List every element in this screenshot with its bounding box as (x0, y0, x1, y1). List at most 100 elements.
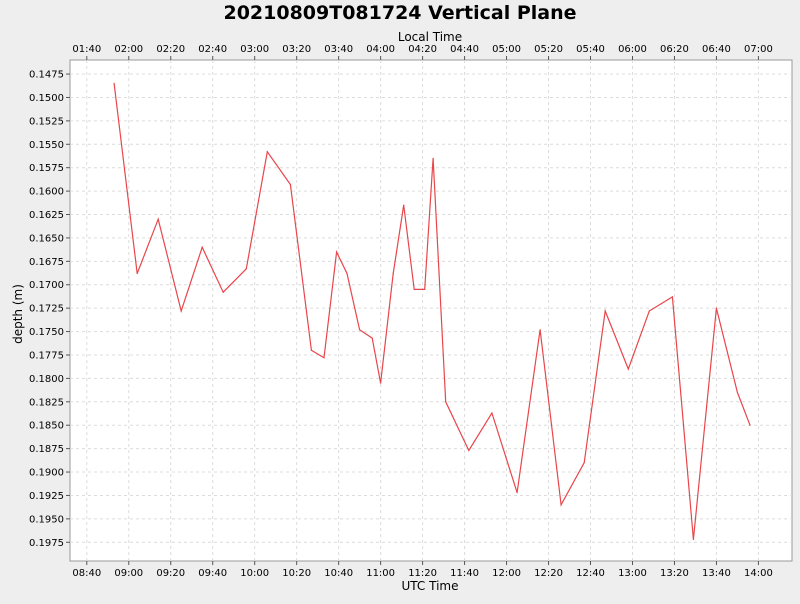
data-point (648, 310, 650, 312)
data-point (392, 272, 394, 275)
series-line (113, 83, 751, 540)
top-tick-label: 02:40 (198, 44, 227, 55)
x-tick-label: 12:40 (576, 568, 605, 579)
data-point (715, 307, 718, 309)
chart-title: 20210809T081724 Vertical Plane (223, 2, 576, 24)
data-point (403, 204, 405, 206)
top-axis-label: Local Time (398, 30, 462, 44)
data-point (371, 337, 373, 339)
y-tick-label: 0.1800 (29, 374, 64, 385)
x-tick-label: 11:40 (450, 568, 479, 579)
data-point (310, 349, 312, 351)
y-tick-label: 0.1750 (29, 327, 64, 338)
data-point (289, 183, 291, 186)
data-point (583, 462, 585, 464)
x-tick-label: 11:20 (408, 568, 437, 579)
top-tick-label: 05:40 (576, 44, 605, 55)
y-tick-label: 0.1550 (29, 140, 64, 151)
top-tick-label: 03:40 (324, 44, 353, 55)
x-tick-label: 12:00 (492, 568, 521, 579)
data-point (749, 424, 751, 426)
top-tick-label: 01:40 (72, 44, 101, 55)
y-tick-label: 0.1975 (29, 538, 64, 549)
x-tick-label: 13:20 (660, 568, 689, 579)
data-point (380, 382, 382, 384)
data-point (491, 412, 493, 414)
data-point (201, 246, 203, 248)
y-tick-label: 0.1850 (29, 421, 64, 432)
data-point (413, 288, 415, 291)
data-point (323, 357, 325, 359)
data-point (113, 82, 115, 85)
x-tick-label: 13:00 (618, 568, 647, 579)
axes: 08:40 01:40 09:00 02:00 09:20 02:20 09:40 02:40… (29, 44, 773, 579)
y-tick-label: 0.1575 (29, 163, 64, 174)
y-tick-label: 0.1875 (29, 444, 64, 455)
y-tick-label: 0.1675 (29, 257, 64, 268)
data-point (180, 310, 182, 312)
top-tick-label: 05:20 (534, 44, 563, 55)
data-point (245, 268, 247, 270)
y-tick-label: 0.1625 (29, 210, 64, 221)
top-tick-label: 04:20 (408, 44, 437, 55)
data-point (432, 157, 434, 159)
x-tick-label: 13:40 (702, 568, 731, 579)
top-tick-label: 04:00 (366, 44, 395, 55)
top-tick-label: 04:40 (450, 44, 479, 55)
data-point (445, 401, 447, 403)
y-tick-label: 0.1650 (29, 233, 64, 244)
data-point (692, 538, 694, 541)
data-point (346, 272, 348, 275)
data-point (468, 449, 470, 452)
x-tick-label: 08:40 (72, 568, 101, 579)
y-tick-label: 0.1950 (29, 514, 64, 525)
data-point (539, 329, 541, 331)
data-point (136, 272, 138, 275)
top-tick-label: 02:00 (114, 44, 143, 55)
y-tick-label: 0.1600 (29, 187, 64, 198)
y-axis-label: depth (m) (11, 284, 25, 344)
top-tick-label: 05:00 (492, 44, 521, 55)
y-tick-label: 0.1925 (29, 491, 64, 502)
grid (70, 60, 792, 561)
y-tick-label: 0.1525 (29, 116, 64, 127)
top-tick-label: 03:20 (282, 44, 311, 55)
top-tick-label: 06:20 (660, 44, 689, 55)
data-point (424, 288, 426, 291)
data-point (671, 296, 673, 298)
data-point (516, 492, 518, 494)
data-point (627, 368, 629, 370)
y-tick-label: 0.1825 (29, 397, 64, 408)
y-tick-label: 0.1900 (29, 468, 64, 479)
data-point (560, 504, 562, 506)
y-tick-label: 0.1775 (29, 350, 64, 361)
x-tick-label: 09:20 (156, 568, 185, 579)
y-tick-label: 0.1725 (29, 304, 64, 315)
top-tick-label: 06:00 (618, 44, 647, 55)
series-layer (113, 82, 751, 541)
y-tick-label: 0.1500 (29, 93, 64, 104)
x-tick-label: 09:40 (198, 568, 227, 579)
x-tick-label: 10:40 (324, 568, 353, 579)
x-tick-label: 12:20 (534, 568, 563, 579)
x-tick-label: 10:20 (282, 568, 311, 579)
top-tick-label: 07:00 (744, 44, 773, 55)
top-tick-label: 03:00 (240, 44, 269, 55)
x-tick-label: 10:00 (240, 568, 269, 579)
y-tick-label: 0.1475 (29, 70, 64, 81)
x-tick-label: 14:00 (744, 568, 773, 579)
x-axis-label: UTC Time (402, 579, 459, 593)
data-point (736, 391, 739, 394)
data-point (266, 151, 268, 153)
top-tick-label: 02:20 (156, 44, 185, 55)
x-tick-label: 09:00 (114, 568, 143, 579)
plot-area (69, 59, 793, 562)
data-point (359, 329, 361, 331)
y-tick-label: 0.1700 (29, 280, 64, 291)
x-tick-label: 11:00 (366, 568, 395, 579)
top-tick-label: 06:40 (702, 44, 731, 55)
data-point (157, 218, 159, 220)
data-point (604, 310, 606, 312)
